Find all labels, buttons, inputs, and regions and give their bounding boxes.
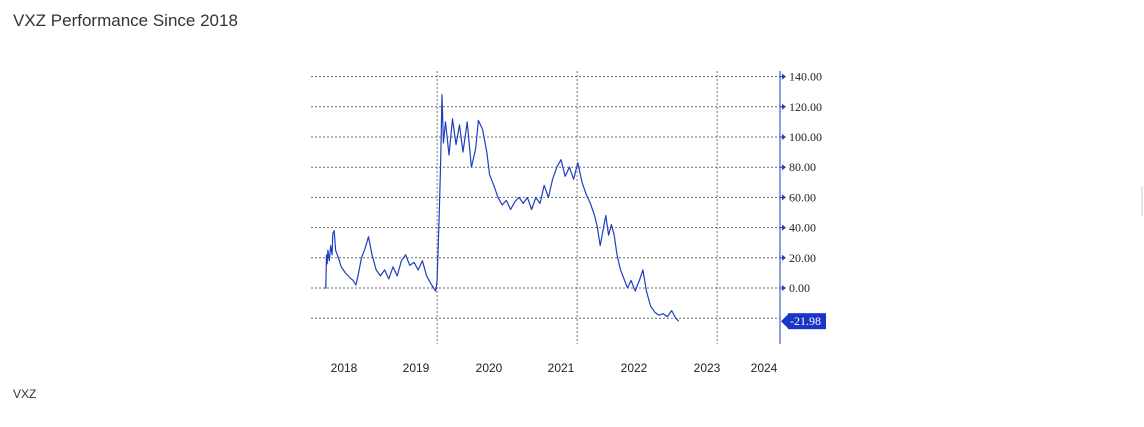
vxz-series-line xyxy=(324,94,680,322)
y-tick-arrow xyxy=(782,254,786,261)
chart-title: VXZ Performance Since 2018 xyxy=(13,11,238,30)
y-tick-label: 120.00 xyxy=(789,100,822,114)
y-tick-arrow xyxy=(782,285,786,291)
x-tick-label: 2024 xyxy=(751,361,778,375)
last-value-label: -21.98 xyxy=(790,314,821,328)
x-tick-label: 2018 xyxy=(331,361,358,375)
y-tick-label: 80.00 xyxy=(789,160,816,174)
gridlines xyxy=(311,71,780,344)
y-tick-arrow xyxy=(782,224,786,231)
x-tick-label: 2023 xyxy=(694,361,721,375)
series-layer xyxy=(324,94,680,322)
y-tick-label: 60.00 xyxy=(789,190,816,204)
y-axis: 140.00 120.00 100.00 80.00 60.00 40.00 20.00 0.… xyxy=(779,70,822,344)
y-tick-label: 40.00 xyxy=(789,221,816,235)
y-tick-label: 140.00 xyxy=(789,70,822,84)
last-value-pointer xyxy=(781,314,788,329)
x-tick-label: 2019 xyxy=(403,361,430,375)
x-axis: 2018 2019 2020 2021 2022 2023 2024 xyxy=(331,361,778,375)
y-tick-label: 100.00 xyxy=(789,130,822,144)
y-tick-arrow xyxy=(782,194,786,201)
last-value-badge xyxy=(788,313,826,330)
y-tick-label: 0.00 xyxy=(789,281,810,295)
x-tick-label: 2020 xyxy=(476,361,503,375)
x-tick-label: 2022 xyxy=(621,361,648,375)
last-value-layer: -21.98 xyxy=(781,313,826,330)
y-tick-arrow xyxy=(782,103,786,110)
y-tick-label: 20.00 xyxy=(789,251,816,265)
y-tick-arrow xyxy=(782,73,786,80)
y-tick-arrow xyxy=(782,164,786,171)
ticker-caption: VXZ xyxy=(13,387,37,401)
x-tick-label: 2021 xyxy=(548,361,575,375)
y-tick-arrow xyxy=(782,134,786,140)
page-edge-marker xyxy=(1141,186,1143,216)
